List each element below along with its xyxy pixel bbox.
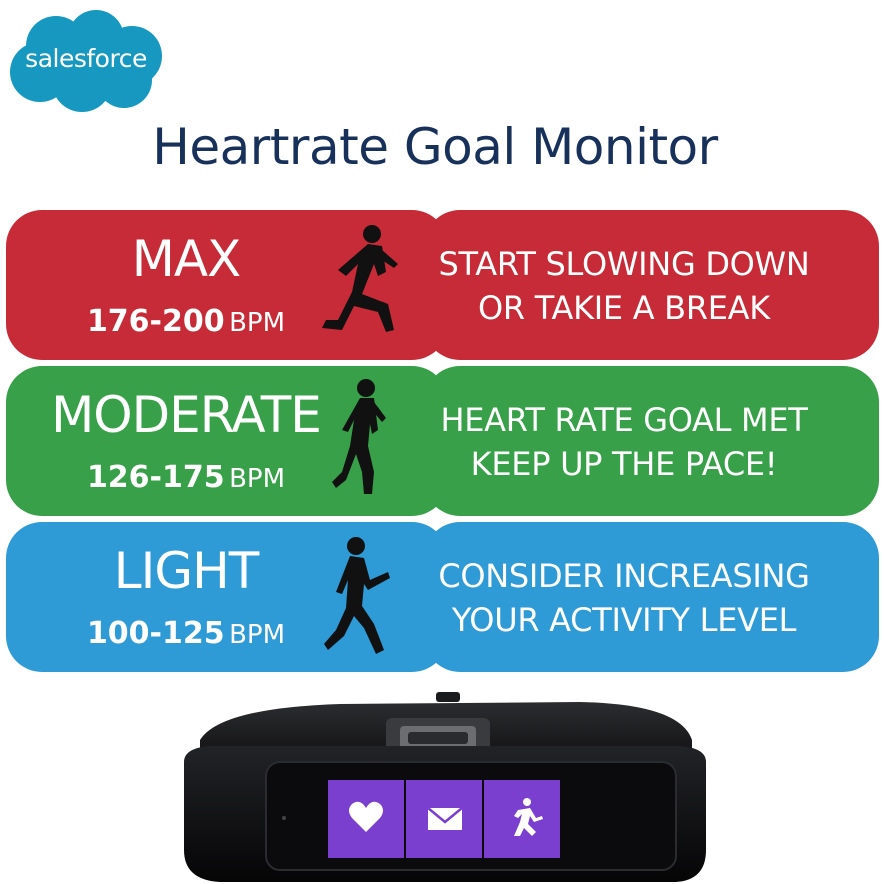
jogging-runner-icon xyxy=(332,379,386,494)
zone-right-panel xyxy=(424,366,879,516)
zone-range: 100-125 xyxy=(86,616,225,651)
zone-name: MAX xyxy=(131,230,242,288)
salesforce-logo: salesforce xyxy=(4,6,168,116)
message-line: HEART RATE GOAL MET xyxy=(440,401,808,439)
fitness-band-device xyxy=(184,692,706,882)
zone-message: START SLOWING DOWN OR TAKIE A BREAK xyxy=(404,242,844,330)
brand-name: salesforce xyxy=(25,44,147,73)
message-line: YOUR ACTIVITY LEVEL xyxy=(451,601,797,639)
zone-bpm: 176-200 BPM xyxy=(6,304,366,339)
heart-icon xyxy=(349,801,383,832)
walking-person-icon xyxy=(324,537,390,654)
zone-message: CONSIDER INCREASING YOUR ACTIVITY LEVEL xyxy=(404,554,844,642)
mail-icon xyxy=(427,807,463,830)
zone-max: MAX 176-200 BPM START SLOWING DOWN OR TA… xyxy=(6,210,879,360)
zone-range: 176-200 xyxy=(86,304,225,339)
message-line: CONSIDER INCREASING xyxy=(438,557,810,595)
zone-unit: BPM xyxy=(229,464,286,494)
zone-right-panel xyxy=(424,522,879,672)
zone-bpm: 126-175 BPM xyxy=(6,460,366,495)
sprinting-runner-icon xyxy=(322,225,398,332)
message-line: KEEP UP THE PACE! xyxy=(470,445,778,483)
page-title: Heartrate Goal Monitor xyxy=(152,118,718,176)
zone-unit: BPM xyxy=(229,620,286,650)
zone-name: LIGHT xyxy=(113,542,260,600)
zone-message: HEART RATE GOAL MET KEEP UP THE PACE! xyxy=(404,398,844,486)
running-icon xyxy=(514,798,543,836)
zone-light: LIGHT 100-125 BPM CONSIDER INCREASING YO… xyxy=(6,522,879,672)
message-line: START SLOWING DOWN xyxy=(438,245,810,283)
zone-range: 126-175 xyxy=(86,460,225,495)
message-line: OR TAKIE A BREAK xyxy=(478,289,770,327)
zone-right-panel xyxy=(424,210,879,360)
zone-unit: BPM xyxy=(229,308,286,338)
zone-bpm: 100-125 BPM xyxy=(6,616,366,651)
zone-name: MODERATE xyxy=(51,386,322,444)
zone-moderate: MODERATE 126-175 BPM HEART RATE GOAL MET… xyxy=(6,366,879,516)
